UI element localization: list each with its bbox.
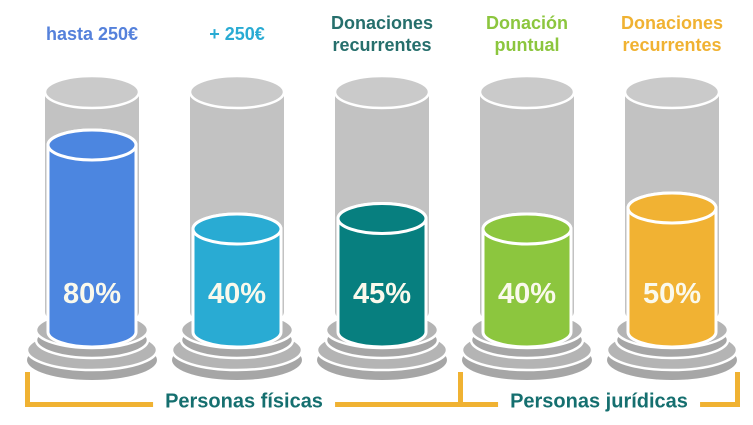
- value-label: 80%: [63, 278, 121, 310]
- gauge-column-donacion-puntual: Donación puntual 40%: [457, 8, 597, 384]
- gauge-column-donaciones-recurrentes-fisicas: Donaciones recurrentes 45%: [312, 8, 452, 384]
- gauge-columns: hasta 250€ 80% + 250€ 40% Donaciones rec…: [22, 8, 742, 384]
- group-brackets: Personas físicas Personas jurídicas: [0, 372, 753, 425]
- value-label: 40%: [208, 278, 266, 310]
- column-label: Donaciones recurrentes: [330, 13, 434, 55]
- cylinder-gauge: 40%: [170, 74, 304, 380]
- bracket-label: Personas físicas: [153, 390, 335, 414]
- bracket-personas-fisicas: Personas físicas: [25, 372, 463, 414]
- column-label: Donación puntual: [485, 13, 568, 55]
- value-label: 40%: [498, 278, 556, 310]
- gauge-column-hasta-250: hasta 250€ 80%: [22, 8, 162, 384]
- value-label: 50%: [643, 278, 701, 310]
- cylinder-gauge: 40%: [460, 74, 594, 380]
- gauge-column-donaciones-recurrentes-juridicas: Donaciones recurrentes 50%: [602, 8, 742, 384]
- cylinder-gauge: 45%: [315, 74, 449, 380]
- cylinder-gauge: 80%: [25, 74, 159, 380]
- value-label: 45%: [353, 278, 411, 310]
- gauge-column-mas-250: + 250€ 40%: [167, 8, 307, 384]
- column-label: hasta 250€: [45, 24, 139, 45]
- bracket-personas-juridicas: Personas jurídicas: [458, 372, 740, 414]
- column-label: + 250€: [209, 24, 265, 45]
- column-label: Donaciones recurrentes: [620, 13, 724, 55]
- cylinder-gauge: 50%: [605, 74, 739, 380]
- bracket-label: Personas jurídicas: [498, 390, 700, 414]
